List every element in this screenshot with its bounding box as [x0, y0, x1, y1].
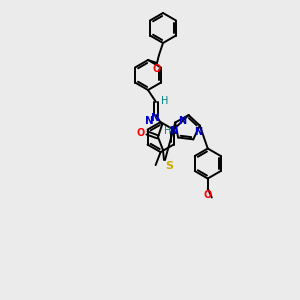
Text: H: H [164, 126, 171, 136]
Text: N: N [178, 116, 187, 126]
Text: H: H [161, 96, 168, 106]
Text: N: N [169, 125, 177, 136]
Text: N: N [145, 116, 154, 126]
Text: O: O [153, 64, 161, 74]
Text: O: O [204, 190, 212, 200]
Text: N: N [151, 113, 160, 123]
Text: N: N [194, 128, 202, 137]
Text: S: S [165, 161, 173, 171]
Text: O: O [137, 128, 145, 138]
